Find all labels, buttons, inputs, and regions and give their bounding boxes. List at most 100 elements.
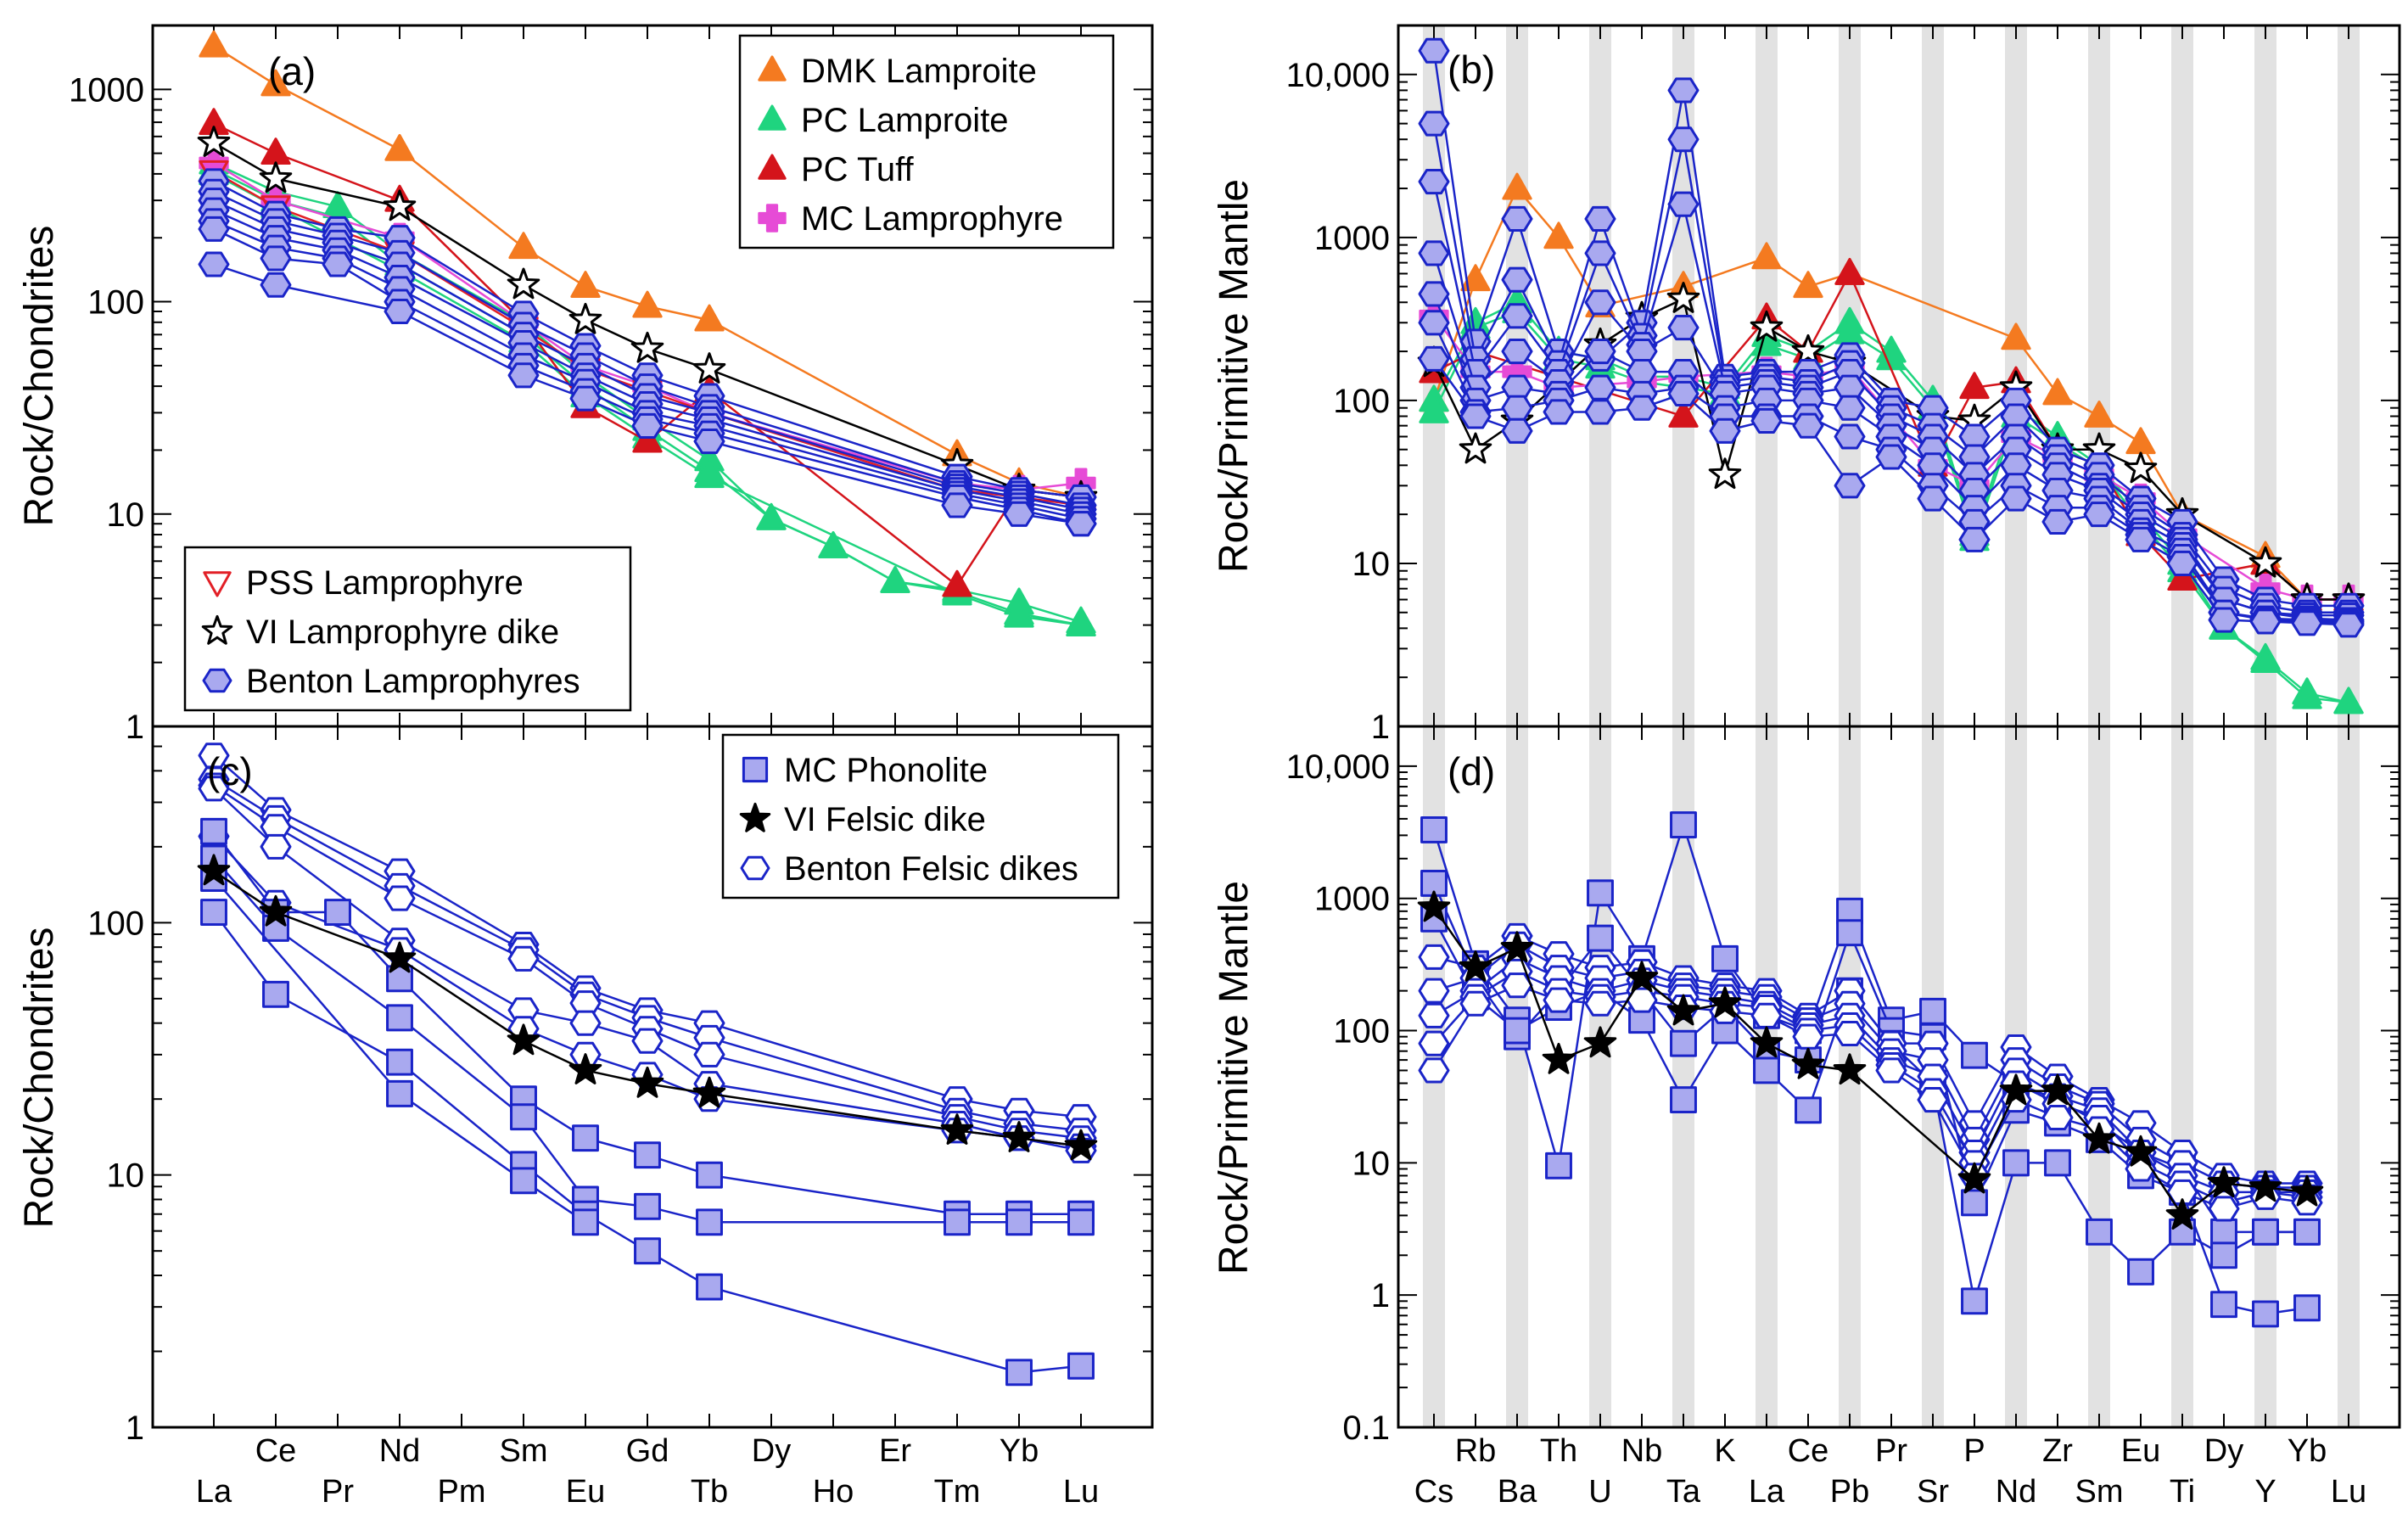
panel-a-data-point: [694, 461, 725, 489]
panel-a-series-14: [198, 251, 1097, 537]
panel-d-data-point: [1583, 1026, 1617, 1058]
panel-a-series-line: [213, 45, 1082, 499]
panel-b-data-point: [1584, 205, 1616, 233]
panel-d-data-point: [2293, 1218, 2321, 1246]
panel-d-data-point: [1500, 931, 1534, 963]
panel-c-data-point: [200, 817, 227, 845]
panel-d-x-top-label: Th: [1540, 1433, 1577, 1469]
panel-c-legend-box: [721, 733, 1120, 899]
panel-d-x-top-label: Zr: [2042, 1433, 2073, 1469]
panel-b-data-point: [1418, 240, 1450, 266]
panel-b-data-point: [1667, 191, 1700, 217]
panel-b-data-point: [1460, 264, 1491, 292]
panel-c-series-line: [213, 784, 1082, 1140]
panel-b-data-point: [1834, 423, 1866, 450]
panel-b-data-point: [1459, 403, 1492, 429]
panel-d-x-bottom-label: Pb: [1830, 1474, 1869, 1510]
panel-b-data-point: [1667, 314, 1700, 341]
panel-d-x-bottom-label: Sm: [2075, 1474, 2124, 1510]
panel-c-x-bottom-label: Pm: [438, 1474, 486, 1510]
panel-b-data-point: [2000, 485, 2032, 512]
panel-d-data-point: [2210, 1291, 2237, 1319]
panel-a-ytick-label: 1000: [69, 71, 144, 109]
panel-d: (d) Rock/Primitive Mantle 0.1 1 10 100 1000 1…: [1212, 725, 2401, 1510]
panel-d-data-point: [2207, 1166, 2241, 1198]
panel-c-data-point: [198, 776, 230, 802]
panel-c-data-point: [507, 945, 540, 972]
panel-a-legend-label: Benton Lamprophyres: [246, 663, 580, 700]
panel-b-data-point: [2125, 526, 2157, 552]
panel-c-data-point: [386, 1048, 413, 1076]
panel-d-data-point: [1666, 994, 1700, 1026]
panel-c-data-point: [1005, 1208, 1033, 1236]
panel-d-x-bottom-labels: Cs Ba U Ta La Pb Sr Nd Sm Ti Y Lu: [1414, 1474, 2366, 1510]
panel-d-data-point: [2002, 1149, 2030, 1177]
panel-b-data-point: [1751, 242, 1782, 270]
panel-b-data-point: [1750, 407, 1783, 434]
panel-d-data-point: [2290, 1174, 2324, 1207]
panel-d-x-top-labels: Rb Th Nb K Ce Pr P Zr Eu Dy Yb: [1455, 1433, 2327, 1469]
panel-b-data-point: [2167, 563, 2198, 591]
panel-d-data-point: [1961, 1041, 1988, 1069]
panel-c-x-bottom-label: Tb: [691, 1474, 728, 1510]
panel-a-data-point: [197, 126, 231, 157]
panel-d-data-point: [1708, 986, 1742, 1018]
panel-a-ylabel: Rock/Chondrites: [17, 226, 62, 527]
panel-c-data-point: [944, 1208, 971, 1236]
panel-b-data-point: [2084, 401, 2114, 428]
panel-a-legend-box: [183, 546, 632, 712]
panel-c-legend-marker: [739, 802, 771, 832]
panel-a-data-point: [568, 302, 602, 334]
panel-b-ylabel: Rock/Primitive Mantle: [1212, 179, 1257, 573]
panel-c: (c) Rock/Chondrites 1 10 100 Ce Nd Sm Gd Dy Er Y…: [17, 725, 1154, 1510]
panel-c-x-top-label: Nd: [379, 1433, 421, 1469]
panel-a-data-point: [384, 298, 416, 325]
panel-a-data-point: [632, 425, 663, 453]
panel-b-data-point: [1418, 345, 1450, 372]
panel-d-series-line: [1432, 983, 2308, 1210]
panel-d-data-point: [1875, 1057, 1907, 1084]
panel-b-data-point: [2166, 550, 2198, 576]
panel-b-data-point: [1543, 221, 1574, 249]
panel-c-data-point: [692, 1076, 726, 1108]
panel-d-data-point: [2293, 1294, 2321, 1322]
panel-a-data-point: [384, 133, 415, 161]
panel-a-series-line: [213, 142, 1082, 499]
panel-d-data-point: [2252, 1300, 2279, 1328]
panel-d-band: [1589, 726, 1611, 1427]
panel-a-label: (a): [268, 49, 316, 93]
panel-a-data-point: [198, 216, 230, 242]
panel-d-data-point: [2041, 1073, 2075, 1106]
panel-d-data-point: [2086, 1218, 2113, 1246]
panel-d-ytick-label: 100: [1333, 1013, 1390, 1051]
panel-d-data-point: [2044, 1149, 2071, 1177]
panel-b-data-point: [1418, 310, 1450, 336]
panel-d-data-point: [2127, 1258, 2154, 1286]
panel-c-data-point: [510, 1103, 537, 1131]
panel-d-data-point: [1420, 870, 1448, 897]
panel-c-data-point: [634, 1237, 661, 1265]
panel-a-legend-marker: [201, 614, 233, 645]
panel-c-data-point: [693, 1041, 725, 1068]
panel-a-data-point: [508, 232, 539, 260]
panel-d-data-point: [1670, 1086, 1697, 1113]
panel-a-legend-label: DMK Lamproite: [801, 53, 1037, 90]
panel-b-ytick-label: 1000: [1314, 220, 1390, 257]
panel-d-data-point: [1711, 944, 1739, 972]
panel-c-x-top-label: Dy: [752, 1433, 791, 1469]
panel-a-data-point: [260, 272, 292, 298]
panel-d-data-point: [1501, 972, 1533, 999]
panel-d-data-point: [2248, 1170, 2282, 1202]
panel-c-data-point: [572, 1208, 599, 1236]
panel-d-data-point: [1670, 1029, 1697, 1057]
panel-a-legend-marker: [203, 571, 232, 597]
panel-c-ytick-label: 10: [107, 1157, 145, 1195]
panel-d-data-point: [1791, 1047, 1825, 1079]
panel-b-data-point: [1750, 310, 1784, 342]
panel-c-data-point: [696, 1208, 723, 1236]
panel-a-data-point: [630, 331, 664, 363]
panel-a-data-point: [1004, 600, 1034, 628]
panel-a-data-point: [942, 569, 972, 597]
panel-d-series-line: [1433, 957, 2307, 1194]
panel-c-data-point: [630, 1066, 664, 1098]
